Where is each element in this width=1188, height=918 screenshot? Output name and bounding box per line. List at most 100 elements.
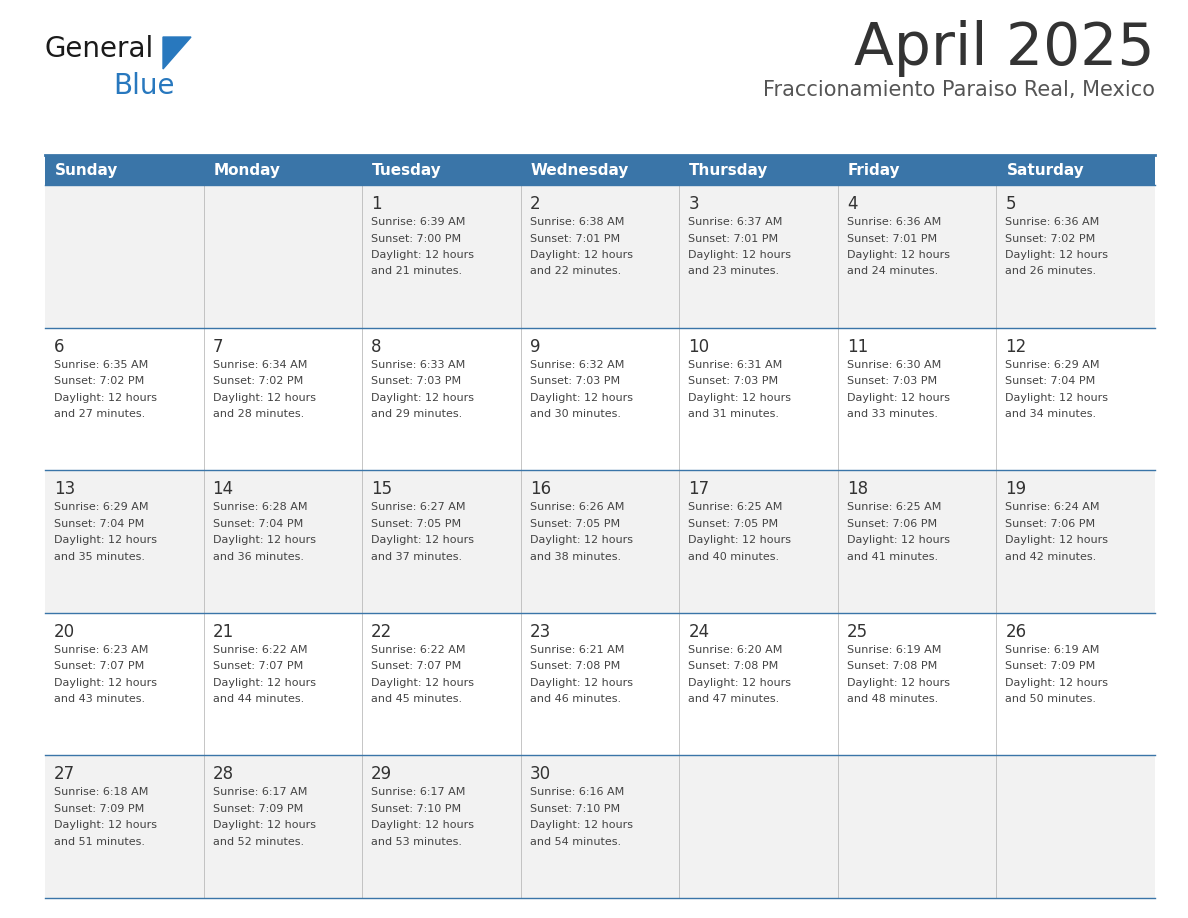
- Text: and 46 minutes.: and 46 minutes.: [530, 694, 621, 704]
- Text: Sunrise: 6:24 AM: Sunrise: 6:24 AM: [1005, 502, 1100, 512]
- Text: Daylight: 12 hours: Daylight: 12 hours: [53, 677, 157, 688]
- Text: Sunset: 7:03 PM: Sunset: 7:03 PM: [688, 376, 778, 386]
- Text: Wednesday: Wednesday: [531, 162, 630, 177]
- Text: and 35 minutes.: and 35 minutes.: [53, 552, 145, 562]
- Text: Sunset: 7:02 PM: Sunset: 7:02 PM: [53, 376, 144, 386]
- Text: Sunrise: 6:22 AM: Sunrise: 6:22 AM: [371, 644, 466, 655]
- Text: Sunset: 7:07 PM: Sunset: 7:07 PM: [371, 661, 461, 671]
- Text: 25: 25: [847, 622, 868, 641]
- Text: Sunset: 7:01 PM: Sunset: 7:01 PM: [530, 233, 620, 243]
- Text: 9: 9: [530, 338, 541, 355]
- Text: 15: 15: [371, 480, 392, 498]
- Text: and 31 minutes.: and 31 minutes.: [688, 409, 779, 420]
- Text: 7: 7: [213, 338, 223, 355]
- Text: and 28 minutes.: and 28 minutes.: [213, 409, 304, 420]
- Text: Thursday: Thursday: [689, 162, 769, 177]
- Text: Sunset: 7:07 PM: Sunset: 7:07 PM: [213, 661, 303, 671]
- Text: Daylight: 12 hours: Daylight: 12 hours: [213, 535, 316, 545]
- Text: 13: 13: [53, 480, 75, 498]
- Text: Sunrise: 6:17 AM: Sunrise: 6:17 AM: [371, 788, 466, 798]
- Text: Daylight: 12 hours: Daylight: 12 hours: [213, 821, 316, 831]
- Text: Sunrise: 6:25 AM: Sunrise: 6:25 AM: [688, 502, 783, 512]
- Text: 3: 3: [688, 195, 699, 213]
- Text: Sunrise: 6:19 AM: Sunrise: 6:19 AM: [847, 644, 941, 655]
- Text: Sunset: 7:06 PM: Sunset: 7:06 PM: [1005, 519, 1095, 529]
- Text: Sunrise: 6:30 AM: Sunrise: 6:30 AM: [847, 360, 941, 370]
- Text: Daylight: 12 hours: Daylight: 12 hours: [213, 677, 316, 688]
- Text: Sunset: 7:04 PM: Sunset: 7:04 PM: [1005, 376, 1095, 386]
- Text: Sunset: 7:08 PM: Sunset: 7:08 PM: [688, 661, 778, 671]
- Bar: [45, 470, 1155, 613]
- Text: 1: 1: [371, 195, 381, 213]
- Text: Sunrise: 6:28 AM: Sunrise: 6:28 AM: [213, 502, 307, 512]
- Text: and 23 minutes.: and 23 minutes.: [688, 266, 779, 276]
- Text: and 40 minutes.: and 40 minutes.: [688, 552, 779, 562]
- Text: Sunrise: 6:18 AM: Sunrise: 6:18 AM: [53, 788, 148, 798]
- Text: Sunset: 7:08 PM: Sunset: 7:08 PM: [530, 661, 620, 671]
- Text: Sunrise: 6:32 AM: Sunrise: 6:32 AM: [530, 360, 624, 370]
- Text: Daylight: 12 hours: Daylight: 12 hours: [688, 535, 791, 545]
- Text: Sunrise: 6:39 AM: Sunrise: 6:39 AM: [371, 217, 466, 227]
- Bar: [45, 328, 1155, 470]
- Text: 26: 26: [1005, 622, 1026, 641]
- Text: Blue: Blue: [113, 72, 175, 100]
- Text: General: General: [45, 35, 154, 63]
- Text: 21: 21: [213, 622, 234, 641]
- Text: 24: 24: [688, 622, 709, 641]
- Text: Daylight: 12 hours: Daylight: 12 hours: [530, 821, 633, 831]
- Text: Sunset: 7:02 PM: Sunset: 7:02 PM: [1005, 233, 1095, 243]
- Text: 28: 28: [213, 766, 234, 783]
- Text: Sunday: Sunday: [55, 162, 119, 177]
- Text: Daylight: 12 hours: Daylight: 12 hours: [1005, 250, 1108, 260]
- Text: Sunset: 7:01 PM: Sunset: 7:01 PM: [847, 233, 937, 243]
- Text: Sunset: 7:04 PM: Sunset: 7:04 PM: [53, 519, 144, 529]
- Text: April 2025: April 2025: [854, 20, 1155, 77]
- Text: and 34 minutes.: and 34 minutes.: [1005, 409, 1097, 420]
- Text: and 41 minutes.: and 41 minutes.: [847, 552, 939, 562]
- Text: 11: 11: [847, 338, 868, 355]
- Text: 2: 2: [530, 195, 541, 213]
- Text: Sunrise: 6:19 AM: Sunrise: 6:19 AM: [1005, 644, 1100, 655]
- Text: Sunrise: 6:23 AM: Sunrise: 6:23 AM: [53, 644, 148, 655]
- Text: Sunrise: 6:33 AM: Sunrise: 6:33 AM: [371, 360, 466, 370]
- Text: Sunrise: 6:25 AM: Sunrise: 6:25 AM: [847, 502, 941, 512]
- Text: Daylight: 12 hours: Daylight: 12 hours: [371, 393, 474, 403]
- Text: Sunrise: 6:38 AM: Sunrise: 6:38 AM: [530, 217, 624, 227]
- Text: and 21 minutes.: and 21 minutes.: [371, 266, 462, 276]
- Text: Sunrise: 6:27 AM: Sunrise: 6:27 AM: [371, 502, 466, 512]
- Text: Fraccionamiento Paraiso Real, Mexico: Fraccionamiento Paraiso Real, Mexico: [763, 80, 1155, 100]
- Text: Sunrise: 6:21 AM: Sunrise: 6:21 AM: [530, 644, 624, 655]
- Text: Daylight: 12 hours: Daylight: 12 hours: [53, 535, 157, 545]
- Text: Sunrise: 6:34 AM: Sunrise: 6:34 AM: [213, 360, 307, 370]
- Text: Sunrise: 6:22 AM: Sunrise: 6:22 AM: [213, 644, 307, 655]
- Text: and 38 minutes.: and 38 minutes.: [530, 552, 621, 562]
- Text: Daylight: 12 hours: Daylight: 12 hours: [847, 393, 950, 403]
- Text: 17: 17: [688, 480, 709, 498]
- Text: 6: 6: [53, 338, 64, 355]
- Text: Sunset: 7:00 PM: Sunset: 7:00 PM: [371, 233, 461, 243]
- Text: Tuesday: Tuesday: [372, 162, 442, 177]
- Text: Sunset: 7:04 PM: Sunset: 7:04 PM: [213, 519, 303, 529]
- Text: Daylight: 12 hours: Daylight: 12 hours: [1005, 393, 1108, 403]
- Text: and 48 minutes.: and 48 minutes.: [847, 694, 939, 704]
- Text: Sunset: 7:09 PM: Sunset: 7:09 PM: [1005, 661, 1095, 671]
- Text: Sunrise: 6:29 AM: Sunrise: 6:29 AM: [1005, 360, 1100, 370]
- Text: Daylight: 12 hours: Daylight: 12 hours: [530, 393, 633, 403]
- Text: 8: 8: [371, 338, 381, 355]
- Text: 19: 19: [1005, 480, 1026, 498]
- Text: Daylight: 12 hours: Daylight: 12 hours: [530, 677, 633, 688]
- Bar: [45, 613, 1155, 756]
- Text: Daylight: 12 hours: Daylight: 12 hours: [1005, 535, 1108, 545]
- Text: and 44 minutes.: and 44 minutes.: [213, 694, 304, 704]
- Text: Sunset: 7:05 PM: Sunset: 7:05 PM: [688, 519, 778, 529]
- Text: and 45 minutes.: and 45 minutes.: [371, 694, 462, 704]
- Text: 30: 30: [530, 766, 551, 783]
- Text: and 54 minutes.: and 54 minutes.: [530, 837, 621, 847]
- Text: Daylight: 12 hours: Daylight: 12 hours: [530, 250, 633, 260]
- Text: and 51 minutes.: and 51 minutes.: [53, 837, 145, 847]
- Text: Daylight: 12 hours: Daylight: 12 hours: [847, 677, 950, 688]
- Text: 20: 20: [53, 622, 75, 641]
- Text: Sunrise: 6:35 AM: Sunrise: 6:35 AM: [53, 360, 148, 370]
- Text: and 29 minutes.: and 29 minutes.: [371, 409, 462, 420]
- Text: Daylight: 12 hours: Daylight: 12 hours: [1005, 677, 1108, 688]
